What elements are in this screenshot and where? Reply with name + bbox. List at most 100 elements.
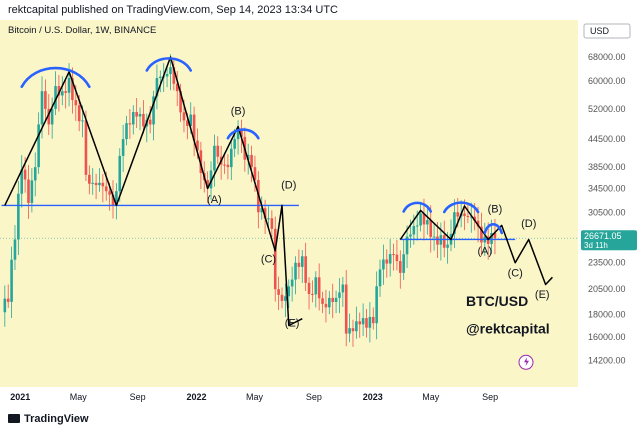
candle-body: [165, 74, 169, 77]
candle-body: [206, 180, 209, 189]
candle-body: [317, 277, 321, 299]
currency-button-label[interactable]: USD: [590, 26, 610, 36]
candle-body: [44, 91, 47, 109]
y-tick-label: 52000.00: [588, 104, 626, 114]
candle-body: [47, 108, 51, 125]
candle-body: [246, 154, 250, 160]
candle-body: [409, 234, 412, 237]
wave-label: (B): [231, 106, 246, 118]
candle-body: [466, 215, 470, 217]
y-tick-label: 14200.00: [588, 355, 626, 365]
candle-body: [385, 259, 389, 264]
y-tick-label: 60000.00: [588, 76, 626, 86]
candle-body: [422, 213, 426, 225]
candle-body: [152, 96, 155, 125]
candle-body: [304, 256, 307, 283]
candle-body: [37, 124, 40, 168]
candle-body: [426, 220, 429, 225]
candle-body: [442, 235, 446, 248]
candle-body: [179, 91, 182, 113]
candle-body: [159, 76, 162, 79]
candle-body: [253, 167, 257, 181]
x-tick-label: 2023: [363, 392, 383, 402]
candle-body: [111, 194, 115, 206]
currency-button[interactable]: [583, 23, 631, 39]
candle-body: [287, 286, 291, 297]
candle-body: [121, 139, 125, 156]
candle-body: [490, 232, 493, 244]
wave-label: (D): [281, 179, 296, 191]
candle-body: [344, 284, 348, 334]
candle-body: [236, 130, 240, 140]
candle-body: [321, 298, 324, 304]
wave-label: (C): [508, 267, 523, 279]
candle-body: [429, 220, 433, 237]
y-tick-label: 18000.00: [588, 309, 626, 319]
candle-body: [13, 239, 17, 260]
pattern-arc: [483, 223, 504, 235]
x-tick-label: 2021: [10, 392, 30, 402]
candle-body: [118, 155, 122, 192]
candle-body: [334, 297, 338, 302]
candle-body: [294, 262, 297, 280]
candle-body: [463, 213, 466, 216]
candle-body: [415, 225, 419, 227]
wave-label: (E): [285, 318, 300, 330]
candle-body: [226, 164, 230, 168]
chart-title: Bitcoin / U.S. Dollar, 1W, BINANCE: [8, 25, 156, 36]
tradingview-brand-text: TradingView: [24, 413, 89, 425]
candle-body: [331, 297, 335, 302]
candle-body: [94, 182, 98, 186]
candle-body: [128, 123, 132, 125]
x-tick-label: Sep: [130, 392, 146, 402]
current-price-value: 26671.05: [584, 231, 622, 241]
candle-body: [260, 208, 264, 213]
candle-body: [284, 296, 287, 301]
time-axis-panel: [0, 387, 578, 410]
price-chart[interactable]: Bitcoin / U.S. Dollar, 1W, BINANCE USD 680…: [0, 20, 640, 410]
candle-body: [324, 303, 328, 308]
candle-body: [307, 282, 311, 294]
candle-body: [60, 91, 64, 96]
candle-body: [229, 148, 233, 168]
pattern-arc: [442, 201, 480, 214]
y-tick-label: 16000.00: [588, 332, 626, 342]
x-tick-label: May: [70, 392, 88, 402]
candle-body: [412, 226, 416, 235]
candle-body: [456, 212, 460, 217]
publish-header: rektcapital published on TradingView.com…: [0, 0, 640, 20]
candle-body: [280, 294, 284, 301]
candle-body: [148, 119, 152, 125]
candle-body: [64, 91, 67, 93]
candle-body: [115, 191, 118, 206]
y-tick-label: 30500.00: [588, 207, 626, 217]
candle-body: [27, 179, 30, 203]
candle-body: [250, 154, 253, 168]
x-tick-label: May: [422, 392, 440, 402]
chart-area[interactable]: Bitcoin / U.S. Dollar, 1W, BINANCE USD 680…: [0, 20, 640, 410]
tradingview-logo[interactable]: TradingView: [8, 413, 89, 425]
candle-body: [71, 78, 74, 101]
candle-body: [54, 86, 57, 109]
candle-body: [101, 182, 105, 187]
candle-body: [23, 169, 27, 180]
candle-body: [446, 244, 449, 248]
pattern-path-2021: [4, 56, 303, 327]
candle-body: [270, 218, 274, 229]
candle-body: [104, 186, 108, 192]
candle-body: [290, 279, 294, 287]
candle-body: [57, 86, 61, 96]
candle-body: [108, 191, 111, 195]
candle-body: [199, 150, 203, 173]
candle-body: [480, 226, 483, 243]
wave-label: (C): [261, 254, 276, 266]
candle-body: [493, 232, 497, 239]
candle-body: [125, 123, 128, 140]
y-tick-label: 20500.00: [588, 284, 626, 294]
candle-body: [341, 284, 345, 293]
candle-body: [155, 78, 159, 97]
wave-label: (A): [477, 246, 492, 258]
watermark-line: @rektcapital: [466, 321, 550, 337]
wave-label: (B): [488, 203, 503, 215]
wave-label: (A): [207, 194, 222, 206]
